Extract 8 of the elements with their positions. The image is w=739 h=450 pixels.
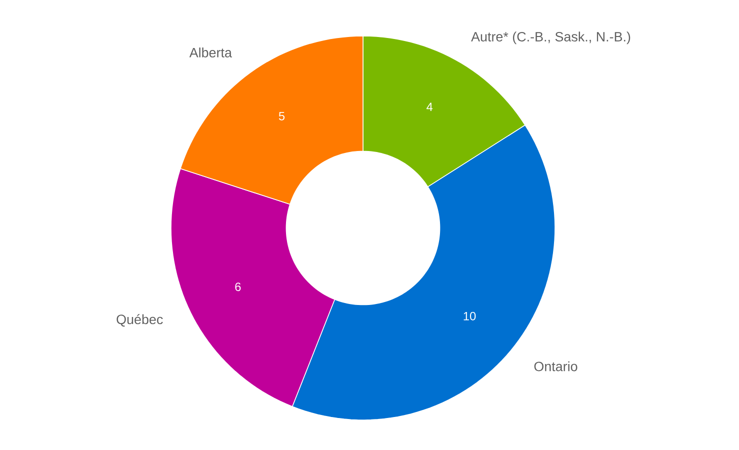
slice-label: Alberta	[189, 48, 232, 58]
slice-label: Québec	[116, 314, 163, 327]
data-label: 6	[235, 282, 241, 292]
data-label: 5	[278, 112, 285, 120]
data-label: 4	[426, 102, 433, 111]
slice-label: Autre* (C.-B., Sask., N.-B.)	[471, 32, 630, 44]
slice-label: Ontario	[534, 361, 578, 372]
data-label: 10	[464, 312, 476, 320]
